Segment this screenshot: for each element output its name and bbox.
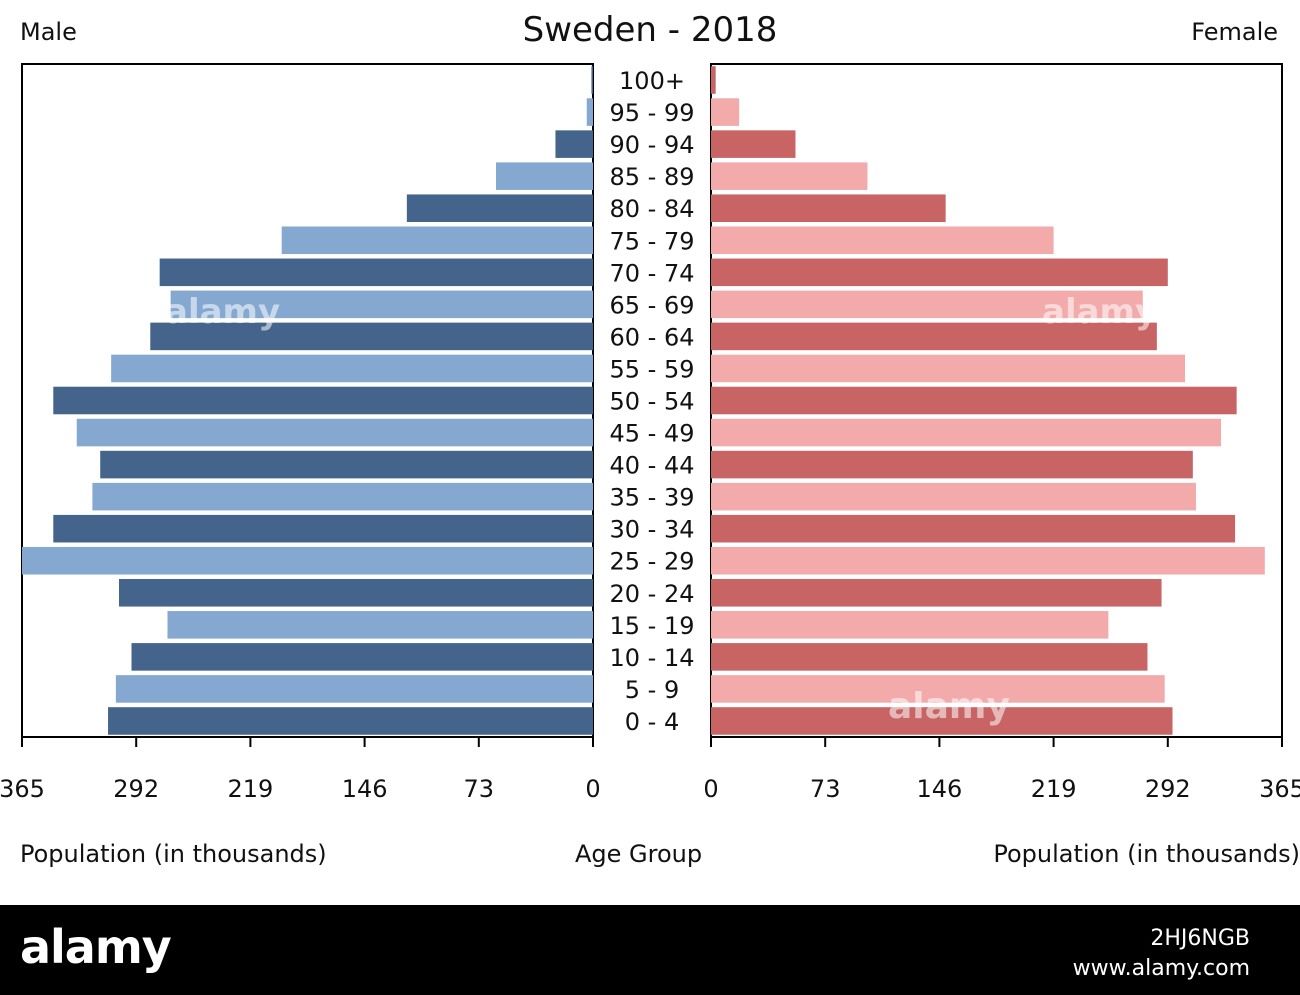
age-group-label: 90 - 94 — [610, 131, 695, 159]
female-bar — [711, 290, 1143, 319]
age-group-label: 65 - 69 — [610, 291, 695, 319]
age-group-label: 60 - 64 — [610, 323, 695, 351]
male-tick-label: 146 — [342, 775, 388, 803]
age-group-label: 10 - 14 — [610, 644, 695, 672]
male-bar — [555, 130, 593, 158]
male-bar — [150, 322, 593, 351]
watermark-logo: alamy — [165, 292, 281, 332]
age-group-label: 20 - 24 — [610, 580, 695, 608]
female-bar — [711, 514, 1236, 543]
male-bar — [100, 450, 593, 479]
female-bar — [711, 579, 1162, 607]
age-group-label: 45 - 49 — [610, 420, 695, 448]
female-tick-label: 146 — [916, 775, 962, 803]
female-bar — [711, 546, 1265, 575]
footer-bar — [0, 905, 1300, 995]
age-group-label: 70 - 74 — [610, 259, 695, 287]
age-group-label: 30 - 34 — [610, 516, 695, 544]
female-bar — [711, 418, 1221, 447]
male-bar — [406, 194, 593, 222]
age-group-label: 80 - 84 — [610, 195, 695, 223]
male-bar — [167, 611, 593, 639]
male-tick-label: 292 — [113, 775, 159, 803]
male-bar — [170, 290, 593, 319]
age-axis-title: Age Group — [575, 840, 703, 868]
female-tick-label: 0 — [703, 775, 718, 803]
female-tick-label: 292 — [1145, 775, 1191, 803]
male-bar — [111, 354, 593, 383]
male-tick-label: 219 — [227, 775, 273, 803]
stock-id: 2HJ6NGB — [1150, 926, 1250, 951]
age-group-label: 25 - 29 — [610, 548, 695, 576]
female-bar — [711, 130, 796, 158]
male-tick-label: 365 — [0, 775, 45, 803]
age-group-label: 50 - 54 — [610, 388, 695, 416]
male-bar — [53, 514, 594, 543]
male-bar — [586, 98, 593, 126]
male-bar — [281, 226, 593, 255]
male-bar — [159, 258, 593, 287]
female-bar — [711, 322, 1157, 351]
male-bar — [496, 162, 593, 190]
male-tick-label: 73 — [464, 775, 495, 803]
male-bar — [591, 66, 593, 94]
female-tick-label: 73 — [810, 775, 841, 803]
age-group-label: 5 - 9 — [625, 676, 679, 704]
male-bar — [22, 546, 593, 575]
chart-title: Sweden - 2018 — [522, 10, 778, 50]
alamy-logo: alamy — [20, 920, 172, 974]
male-bar — [118, 579, 593, 607]
male-bar — [131, 643, 594, 671]
age-group-label: 75 - 79 — [610, 227, 695, 255]
male-axis-title: Population (in thousands) — [20, 840, 327, 868]
female-bar — [711, 162, 868, 190]
female-tick-label: 219 — [1031, 775, 1077, 803]
age-group-label: 15 - 19 — [610, 612, 695, 640]
female-bar — [711, 611, 1109, 639]
female-bar — [711, 226, 1054, 255]
stock-url: www.alamy.com — [1072, 956, 1250, 981]
age-group-label: 0 - 4 — [625, 708, 679, 736]
chart-area: 0 - 4 5 - 9 10 - 14 15 - 19 20 - 24 25 - 29 30… — [0, 63, 1300, 803]
female-bar — [711, 98, 740, 126]
watermark-logo: alamy — [888, 686, 1010, 727]
male-bar — [115, 675, 594, 703]
male-label: Male — [20, 18, 77, 46]
female-bar — [711, 482, 1196, 511]
female-bar — [711, 707, 1173, 735]
age-group-label: 40 - 44 — [610, 452, 695, 480]
female-tick-label: 365 — [1259, 775, 1300, 803]
female-bar — [711, 675, 1165, 703]
female-bar — [711, 386, 1237, 415]
female-bar — [711, 258, 1168, 287]
female-bar — [711, 450, 1193, 479]
female-bar — [711, 66, 716, 94]
female-bar — [711, 194, 946, 222]
population-pyramid-svg: 0 - 4 5 - 9 10 - 14 15 - 19 20 - 24 25 - 29 30… — [0, 63, 1300, 803]
female-axis-title: Population (in thousands) — [993, 840, 1300, 868]
male-bar — [76, 418, 594, 447]
female-bar — [711, 643, 1148, 671]
male-bar — [53, 386, 594, 415]
watermark-logo: alamy — [1042, 292, 1158, 332]
male-bar — [108, 707, 593, 735]
age-group-label: 55 - 59 — [610, 355, 695, 383]
female-label: Female — [1191, 18, 1278, 46]
age-group-label: 100+ — [619, 67, 685, 95]
male-bar — [92, 482, 593, 511]
male-tick-label: 0 — [585, 775, 600, 803]
female-bar — [711, 354, 1186, 383]
age-group-label: 85 - 89 — [610, 163, 695, 191]
age-group-label: 95 - 99 — [610, 99, 695, 127]
age-group-label: 35 - 39 — [610, 484, 695, 512]
